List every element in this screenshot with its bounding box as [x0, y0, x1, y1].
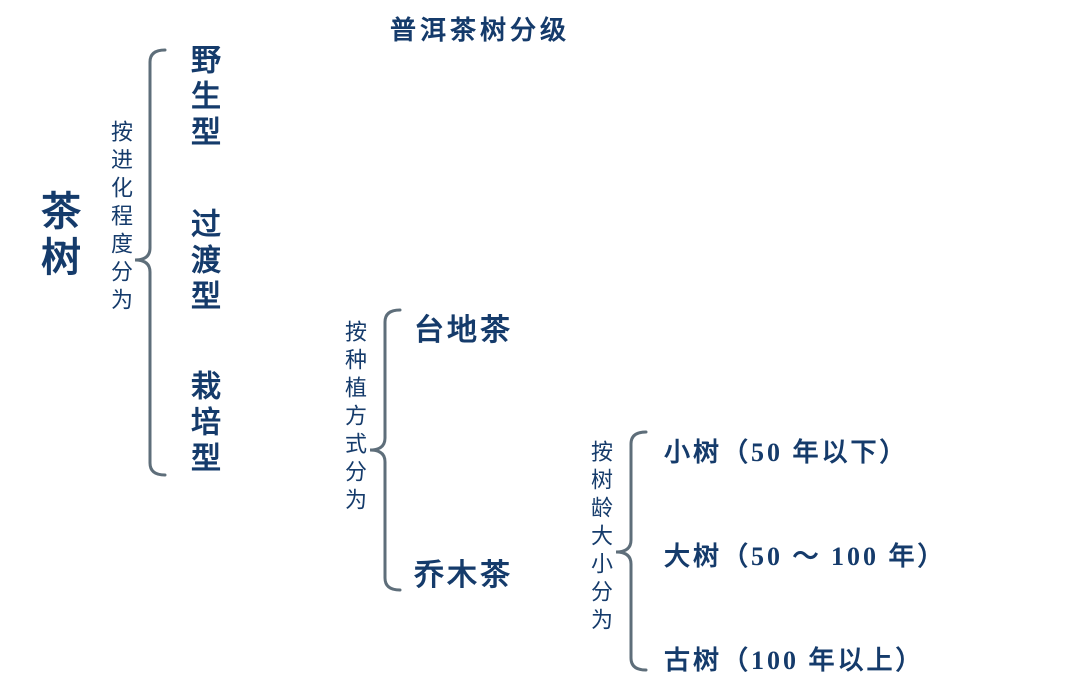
criterion-c3: 按树龄大小分为 [584, 440, 616, 636]
diagram-title: 普洱茶树分级 [390, 10, 570, 47]
branch-n3: 栽培型 [180, 370, 224, 478]
leaf-l2: 大树（50 ～ 100 年） [664, 536, 947, 573]
branch-n2: 过渡型 [180, 208, 224, 316]
brace-b1 [135, 0, 169, 479]
leaf-l1: 小树（50 年以下） [664, 432, 909, 469]
criterion-c2: 按种植方式分为 [338, 320, 370, 516]
root-node: 茶树 [28, 190, 86, 282]
criterion-c1: 按进化程度分为 [104, 120, 136, 316]
branch-n1: 野生型 [180, 44, 224, 152]
brace-b3 [616, 0, 650, 674]
leaf-l3: 古树（100 年以上） [664, 640, 925, 677]
branch-n5: 乔木茶 [414, 550, 513, 594]
branch-n4: 台地茶 [414, 305, 513, 349]
brace-b2 [370, 0, 404, 594]
